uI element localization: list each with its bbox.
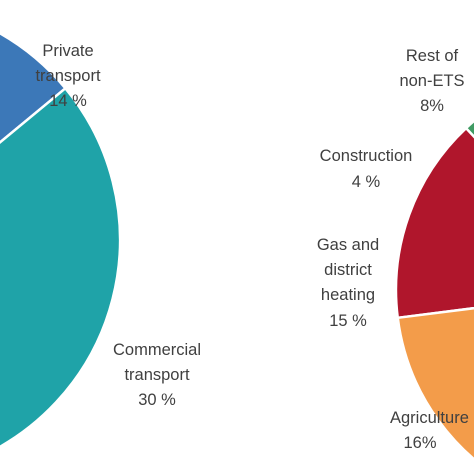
- label-private-transport: Private transport 14 %: [35, 42, 101, 110]
- slice-gas-district-heating: [394, 126, 474, 320]
- label-commercial-transport: Commercial transport 30 %: [113, 341, 201, 409]
- label-line: non-ETS: [399, 72, 464, 90]
- left-pie: [0, 31, 122, 449]
- label-gas-district-heating: Gas and district heating 15 %: [317, 236, 379, 330]
- label-line: Rest of: [406, 47, 459, 65]
- label-value: 4 %: [352, 173, 381, 191]
- label-line: Commercial: [113, 341, 201, 359]
- label-rest-non-ets: Rest of non-ETS 8%: [399, 47, 464, 115]
- label-value: 15 %: [329, 312, 367, 330]
- label-value: 30 %: [138, 391, 176, 409]
- label-line: heating: [321, 286, 375, 304]
- label-line: Gas and: [317, 236, 379, 254]
- label-line: transport: [35, 67, 101, 85]
- label-construction: Construction 4 %: [320, 147, 413, 191]
- label-agriculture: Agriculture 16%: [390, 409, 469, 452]
- label-line: Agriculture: [390, 409, 469, 427]
- label-line: Private: [42, 42, 93, 60]
- label-value: 8%: [420, 97, 444, 115]
- right-pie: [394, 119, 474, 461]
- label-line: district: [324, 261, 372, 279]
- slice-commercial-transport: [0, 87, 122, 449]
- label-value: 16%: [403, 434, 436, 452]
- label-line: Construction: [320, 147, 413, 165]
- label-value: 14 %: [49, 92, 87, 110]
- label-line: transport: [124, 366, 190, 384]
- slice-agriculture: [396, 306, 474, 461]
- slice-private-transport: [0, 31, 67, 145]
